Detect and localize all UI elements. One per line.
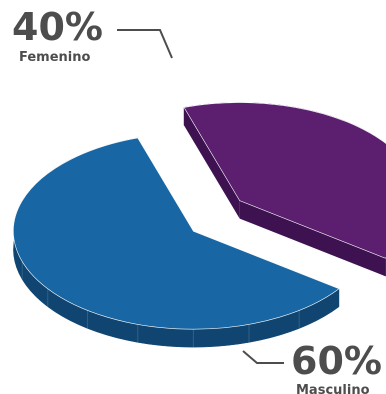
slice-wall-femenino	[239, 200, 386, 277]
slice-name-label-femenino: Femenino	[19, 50, 90, 65]
slice-value-label-femenino: 40%	[12, 5, 103, 49]
slice-name-label-masculino: Masculino	[296, 383, 370, 394]
slice-wall-femenino	[184, 107, 240, 219]
slice-femenino	[183, 102, 386, 259]
slice-masculino	[13, 137, 340, 330]
slice-value-label-masculino: 60%	[291, 339, 382, 383]
callout-line-masculino	[242, 350, 284, 364]
callout-line-femenino	[117, 29, 173, 59]
